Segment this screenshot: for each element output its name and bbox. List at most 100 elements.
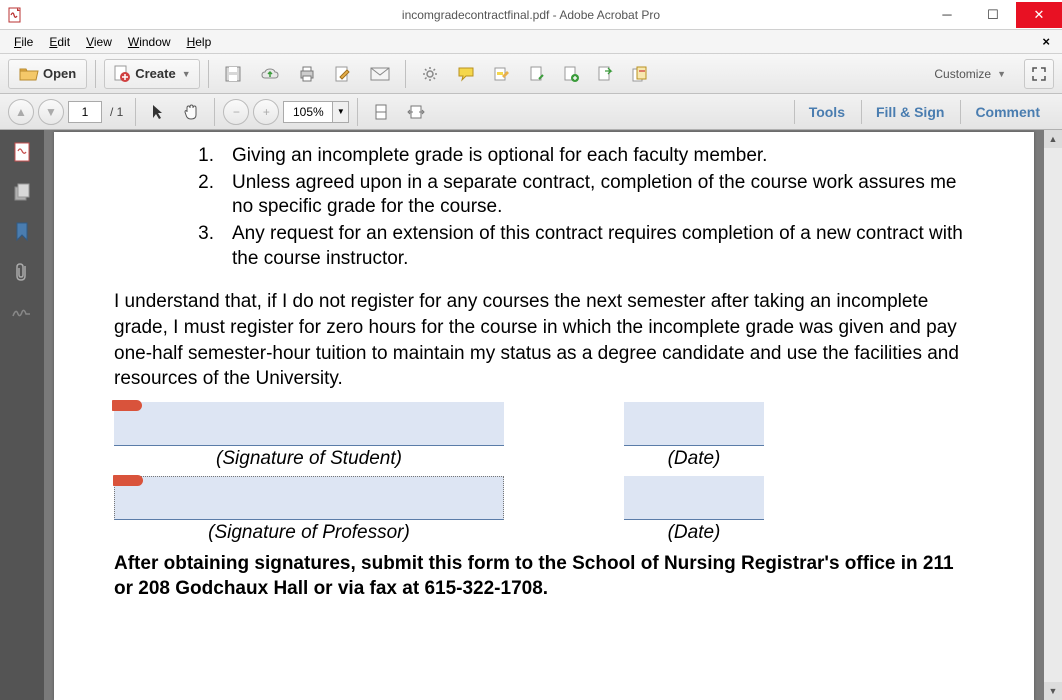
signature-student-field[interactable] (114, 402, 504, 446)
thumbnails-panel-button[interactable] (10, 140, 34, 164)
cursor-icon (151, 103, 165, 121)
window-controls: ─ ☐ ✕ (924, 2, 1062, 28)
hand-tool-button[interactable] (176, 97, 206, 127)
separator (405, 60, 406, 88)
date-2-label: (Date) (668, 522, 721, 544)
paragraph: I understand that, if I do not register … (114, 289, 974, 392)
fit-page-button[interactable] (366, 97, 396, 127)
sign-here-tag (113, 475, 143, 486)
open-button[interactable]: Open (8, 59, 87, 89)
fit-width-button[interactable] (400, 97, 432, 127)
signature-row-1: (Signature of Student) (Date) (114, 402, 974, 470)
attach-button[interactable] (556, 59, 586, 89)
menu-close-icon[interactable]: × (1036, 34, 1056, 49)
fit-width-icon (407, 104, 425, 120)
list-text: Any request for an extension of this con… (232, 222, 974, 271)
hand-icon (183, 103, 199, 121)
maximize-button[interactable]: ☐ (970, 2, 1016, 28)
minimize-button[interactable]: ─ (924, 2, 970, 28)
date-1-col: (Date) (624, 402, 764, 470)
side-panel (0, 130, 44, 700)
signature-icon (11, 304, 33, 320)
edit-button[interactable] (327, 59, 359, 89)
menu-window[interactable]: Window (120, 33, 179, 51)
attachments-panel-button[interactable] (10, 260, 34, 284)
sign-here-tag (112, 400, 142, 411)
tab-comment[interactable]: Comment (960, 100, 1054, 124)
page-thumbnail-icon (13, 141, 31, 163)
gear-icon (421, 65, 439, 83)
tab-tools[interactable]: Tools (794, 100, 859, 124)
save-icon (224, 65, 242, 83)
stamp-button[interactable] (522, 59, 552, 89)
create-label: Create (135, 66, 175, 81)
comment-bubble-button[interactable] (450, 59, 482, 89)
scroll-up-button[interactable]: ▲ (1044, 130, 1062, 148)
pages-panel-button[interactable] (10, 180, 34, 204)
submit-instructions: After obtaining signatures, submit this … (114, 552, 974, 601)
export-button[interactable] (590, 59, 620, 89)
separator (357, 98, 358, 126)
folder-open-icon (19, 66, 39, 82)
date-2-field[interactable] (624, 476, 764, 520)
print-button[interactable] (291, 59, 323, 89)
menu-file[interactable]: File (6, 33, 41, 51)
menu-help[interactable]: Help (179, 33, 220, 51)
create-button[interactable]: Create ▼ (104, 59, 199, 89)
cloud-button[interactable] (253, 59, 287, 89)
bookmarks-panel-button[interactable] (10, 220, 34, 244)
customize-button[interactable]: Customize ▼ (928, 67, 1012, 81)
list-item: 3. Any request for an extension of this … (194, 222, 974, 271)
signature-row-2: (Signature of Professor) (Date) (114, 476, 974, 544)
zoom-level-input[interactable]: 105% (283, 101, 333, 123)
page-down-button[interactable]: ▼ (38, 99, 64, 125)
title-bar: incomgradecontractfinal.pdf - Adobe Acro… (0, 0, 1062, 30)
signature-student-label: (Signature of Student) (216, 448, 402, 470)
create-pdf-icon (113, 65, 131, 83)
zoom-out-button[interactable]: − (223, 99, 249, 125)
email-button[interactable] (363, 59, 397, 89)
customize-label: Customize (934, 67, 991, 81)
zoom-dropdown[interactable]: ▼ (333, 101, 349, 123)
highlight-text-icon (493, 65, 511, 83)
vertical-scrollbar[interactable]: ▲ ▼ (1044, 130, 1062, 700)
pdf-page: 1. Giving an incomplete grade is optiona… (54, 132, 1034, 700)
signatures-panel-button[interactable] (10, 300, 34, 324)
menu-view[interactable]: View (78, 33, 120, 51)
separator (208, 60, 209, 88)
combine-icon (631, 65, 649, 83)
combine-button[interactable] (624, 59, 656, 89)
acrobat-app-icon (8, 7, 24, 23)
numbered-list: 1. Giving an incomplete grade is optiona… (194, 144, 974, 271)
envelope-icon (370, 67, 390, 81)
date-1-field[interactable] (624, 402, 764, 446)
page-up-button[interactable]: ▲ (8, 99, 34, 125)
chevron-down-icon: ▼ (997, 69, 1006, 79)
attach-page-icon (563, 65, 579, 83)
highlight-button[interactable] (486, 59, 518, 89)
tab-fill-sign[interactable]: Fill & Sign (861, 100, 958, 124)
scroll-track[interactable] (1044, 148, 1062, 682)
expand-icon (1031, 66, 1047, 82)
open-label: Open (43, 66, 76, 81)
fullscreen-button[interactable] (1024, 59, 1054, 89)
select-tool-button[interactable] (144, 97, 172, 127)
date-2-col: (Date) (624, 476, 764, 544)
close-button[interactable]: ✕ (1016, 2, 1062, 28)
page-number-input[interactable] (68, 101, 102, 123)
document-viewport: 1. Giving an incomplete grade is optiona… (44, 130, 1044, 700)
zoom-in-button[interactable]: + (253, 99, 279, 125)
cloud-upload-icon (260, 66, 280, 82)
scroll-down-button[interactable]: ▼ (1044, 682, 1062, 700)
separator (214, 98, 215, 126)
list-number: 3. (194, 222, 214, 271)
separator (95, 60, 96, 88)
save-button[interactable] (217, 59, 249, 89)
signature-professor-field[interactable] (114, 476, 504, 520)
settings-button[interactable] (414, 59, 446, 89)
list-text: Giving an incomplete grade is optional f… (232, 144, 767, 169)
pages-icon (12, 182, 32, 202)
signature-professor-col: (Signature of Professor) (114, 476, 504, 544)
signature-professor-label: (Signature of Professor) (208, 522, 410, 544)
menu-edit[interactable]: Edit (41, 33, 78, 51)
